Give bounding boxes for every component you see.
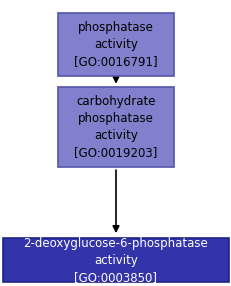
Text: carbohydrate
phosphatase
activity
[GO:0019203]: carbohydrate phosphatase activity [GO:00…: [74, 95, 157, 159]
Text: 2-deoxyglucose-6-phosphatase
activity
[GO:0003850]: 2-deoxyglucose-6-phosphatase activity [G…: [24, 237, 207, 284]
FancyBboxPatch shape: [3, 238, 228, 283]
FancyBboxPatch shape: [58, 87, 173, 167]
FancyBboxPatch shape: [58, 13, 173, 76]
Text: phosphatase
activity
[GO:0016791]: phosphatase activity [GO:0016791]: [74, 21, 157, 68]
